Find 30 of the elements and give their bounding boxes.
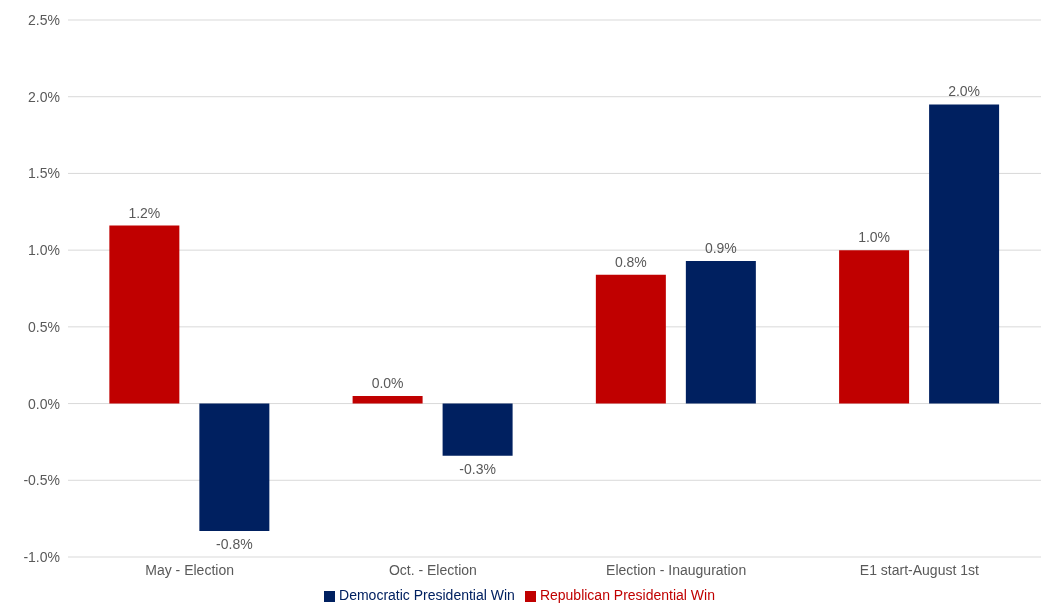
bar	[839, 250, 910, 404]
y-tick-label: 2.5%	[28, 11, 60, 28]
x-tick-label: Oct. - Election	[388, 561, 477, 578]
data-label: 0.0%	[371, 374, 404, 391]
y-tick-label: 0.5%	[28, 318, 60, 335]
data-label: 2.0%	[948, 83, 981, 100]
bar	[595, 274, 666, 404]
x-tick-label: E1 start-August 1st	[859, 561, 980, 578]
bar	[352, 395, 423, 404]
data-label: 1.0%	[858, 229, 891, 246]
bar	[199, 403, 270, 531]
x-tick-label: May - Election	[145, 561, 234, 578]
legend-label: Democratic Presidential Win	[339, 587, 515, 603]
y-tick-label: 1.0%	[28, 242, 60, 259]
bar	[442, 403, 513, 456]
y-tick-label: 0.0%	[28, 395, 60, 412]
y-tick-label: 2.0%	[28, 88, 60, 105]
data-label: 0.8%	[614, 253, 647, 270]
data-label: 1.2%	[128, 204, 161, 221]
x-tick-label: Election - Inauguration	[606, 561, 747, 578]
data-label: -0.8%	[216, 535, 253, 552]
y-tick-label: 1.5%	[28, 165, 60, 182]
y-tick-label: -1.0%	[23, 548, 60, 565]
legend-label: Republican Presidential Win	[539, 587, 715, 603]
bar	[109, 225, 180, 404]
data-label: -0.3%	[459, 460, 496, 477]
data-label: 0.9%	[704, 239, 737, 256]
y-tick-label: -0.5%	[23, 472, 60, 489]
bar	[929, 104, 1000, 404]
bar	[685, 260, 756, 404]
